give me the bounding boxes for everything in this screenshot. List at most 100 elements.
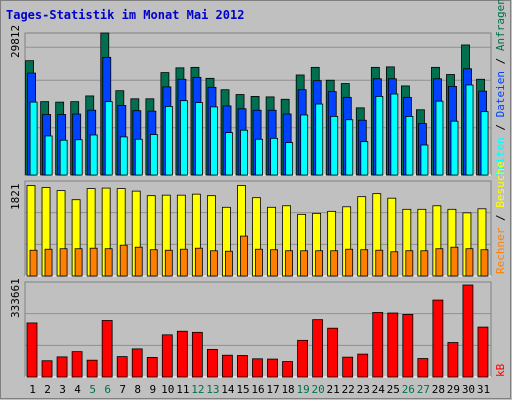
pages-bar: [375, 96, 384, 176]
pages-bar: [300, 114, 309, 176]
sites-bar: [74, 248, 83, 277]
sites-bar: [255, 248, 263, 277]
sites-bar: [119, 244, 128, 277]
kbytes-bar: [101, 320, 113, 378]
chart-title: Tages-Statistik im Monat Mai 2012: [6, 8, 244, 22]
kbytes-bar: [222, 354, 233, 378]
sites-bar: [285, 250, 293, 277]
sites-bar: [405, 250, 414, 277]
x-axis-day-label: 21: [327, 383, 340, 396]
y-axis-max-label-top: 29812: [9, 25, 22, 58]
x-axis-day-label: 26: [402, 383, 415, 396]
kbytes-bar: [146, 357, 158, 378]
sites-bar: [270, 249, 278, 277]
visits-sites-panel: [24, 180, 492, 277]
x-axis-day-label: 7: [119, 383, 126, 396]
sites-bar: [134, 246, 143, 277]
sites-bar: [164, 249, 173, 277]
kbytes-bar: [86, 359, 98, 378]
x-axis-day-label: 28: [432, 383, 445, 396]
sites-bar: [29, 249, 38, 277]
kbytes-bar: [417, 358, 429, 378]
sites-bar: [44, 248, 53, 277]
pages-bar: [345, 119, 354, 176]
x-axis-day-label: 4: [74, 383, 81, 396]
kbytes-bar: [477, 326, 489, 378]
x-axis-day-label: 14: [221, 383, 235, 396]
pages-bar: [210, 106, 218, 176]
kbytes-bar: [56, 356, 68, 378]
x-axis-day-label: 15: [236, 383, 249, 396]
sites-bar: [194, 247, 203, 277]
pages-bar: [360, 141, 369, 176]
x-axis-day-label: 1: [29, 383, 36, 396]
pages-bar: [390, 93, 399, 176]
sites-bar: [104, 248, 113, 277]
y-axis-max-label-middle: 1821: [9, 184, 22, 211]
x-axis-day-label: 20: [312, 383, 325, 396]
kbytes-bar: [372, 312, 384, 378]
sites-bar: [450, 246, 459, 277]
x-axis-day-label: 22: [342, 383, 355, 396]
pages-bar: [149, 134, 158, 176]
pages-bar: [240, 129, 248, 176]
legend-files: Dateien: [494, 71, 507, 117]
x-axis-day-label: 3: [59, 383, 66, 396]
legend-top: Seiten / Dateien / Anfragen: [494, 0, 507, 177]
pages-bar: [465, 84, 474, 176]
pages-bar: [59, 139, 68, 176]
pages-bar: [180, 100, 188, 176]
kbytes-bar: [432, 299, 444, 378]
legend-pages: Seiten: [494, 137, 507, 177]
x-axis-day-label: 5: [89, 383, 96, 396]
legend-separator: /: [494, 208, 507, 228]
pages-bar: [29, 101, 38, 176]
sites-bar: [480, 249, 489, 277]
kbytes-bar: [297, 339, 308, 378]
legend-visits: Besuche: [494, 161, 507, 207]
x-axis-day-label: 9: [149, 383, 156, 396]
kbytes-bar: [327, 327, 339, 378]
pages-bar: [480, 111, 489, 176]
x-axis-day-label: 23: [357, 383, 370, 396]
x-axis-day-label: 6: [104, 383, 111, 396]
pages-bar: [255, 138, 263, 176]
x-axis-day-label: 30: [462, 383, 475, 396]
legend-separator: /: [494, 117, 507, 137]
sites-bar: [225, 250, 233, 277]
kbytes-bar: [176, 330, 188, 378]
sites-bar: [209, 250, 218, 277]
pages-bar: [330, 116, 339, 176]
x-axis-day-labels: 1 2 3 4 5 6 7 8 9 10 11 12 13 14 15 16 17 18 19 20 21 22 23 24 2…: [29, 383, 490, 396]
kbytes-bar: [161, 334, 173, 378]
x-axis-day-label: 11: [176, 383, 189, 396]
kbytes-bar: [71, 351, 83, 378]
kbytes-bar: [402, 314, 414, 378]
legend-middle: Rechner / Besuche: [494, 161, 507, 274]
sites-bar: [465, 248, 474, 277]
x-axis-day-label: 10: [161, 383, 174, 396]
x-axis-day-label: 19: [296, 383, 309, 396]
x-axis-day-label: 18: [281, 383, 294, 396]
x-axis-day-label: 16: [251, 383, 264, 396]
kbytes-bar: [282, 361, 293, 378]
sites-bar: [179, 248, 188, 277]
x-axis-day-label: 8: [134, 383, 141, 396]
pages-bar: [89, 134, 98, 176]
pages-bar: [420, 144, 429, 176]
x-axis-day-label: 2: [44, 383, 51, 396]
pages-bar: [104, 101, 113, 176]
x-axis-day-label: 13: [206, 383, 219, 396]
sites-bar: [149, 249, 158, 277]
pages-bar: [119, 136, 128, 176]
sites-bar: [300, 250, 308, 277]
kbytes-bar: [252, 358, 263, 378]
sites-bar: [315, 250, 324, 277]
sites-bar: [59, 248, 68, 277]
sites-bar: [435, 248, 444, 277]
kbytes-bar: [237, 355, 248, 378]
legend-sites: Rechner: [494, 227, 507, 274]
kbytes-bar: [462, 284, 474, 378]
pages-bar: [270, 137, 279, 176]
